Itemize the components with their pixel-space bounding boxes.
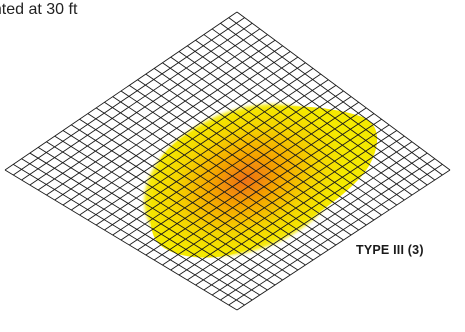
grid-line (153, 113, 375, 261)
grid-line (187, 45, 405, 201)
mounting-height-caption: unted at 30 ft (0, 1, 78, 18)
grid-line (145, 107, 367, 256)
grid-line (228, 17, 443, 176)
grid-line (195, 141, 413, 286)
grid-line (170, 56, 390, 211)
grid-line (220, 158, 436, 301)
grid-line (170, 124, 390, 271)
grid-line (236, 169, 451, 311)
grid-line (178, 51, 398, 206)
grid-line (178, 130, 397, 276)
grid-line (203, 147, 420, 291)
grid-line (203, 34, 420, 191)
grid-line (228, 163, 443, 306)
grid-line (153, 68, 375, 221)
grid-line (129, 96, 352, 246)
grid-line (137, 101, 359, 251)
grid-line (145, 73, 367, 226)
isometric-grid (4, 11, 451, 311)
grid-line (162, 118, 382, 266)
grid-line (211, 152, 428, 296)
grid-line (129, 84, 352, 236)
grid-line (137, 79, 359, 231)
grid-line (236, 11, 451, 171)
grid-line (187, 135, 405, 281)
grid-line (195, 39, 413, 196)
grid-line (120, 90, 344, 241)
grid-line (211, 28, 428, 186)
distribution-type-label: TYPE III (3) (356, 243, 424, 257)
grid-line (162, 62, 382, 216)
grid-line (220, 22, 436, 181)
